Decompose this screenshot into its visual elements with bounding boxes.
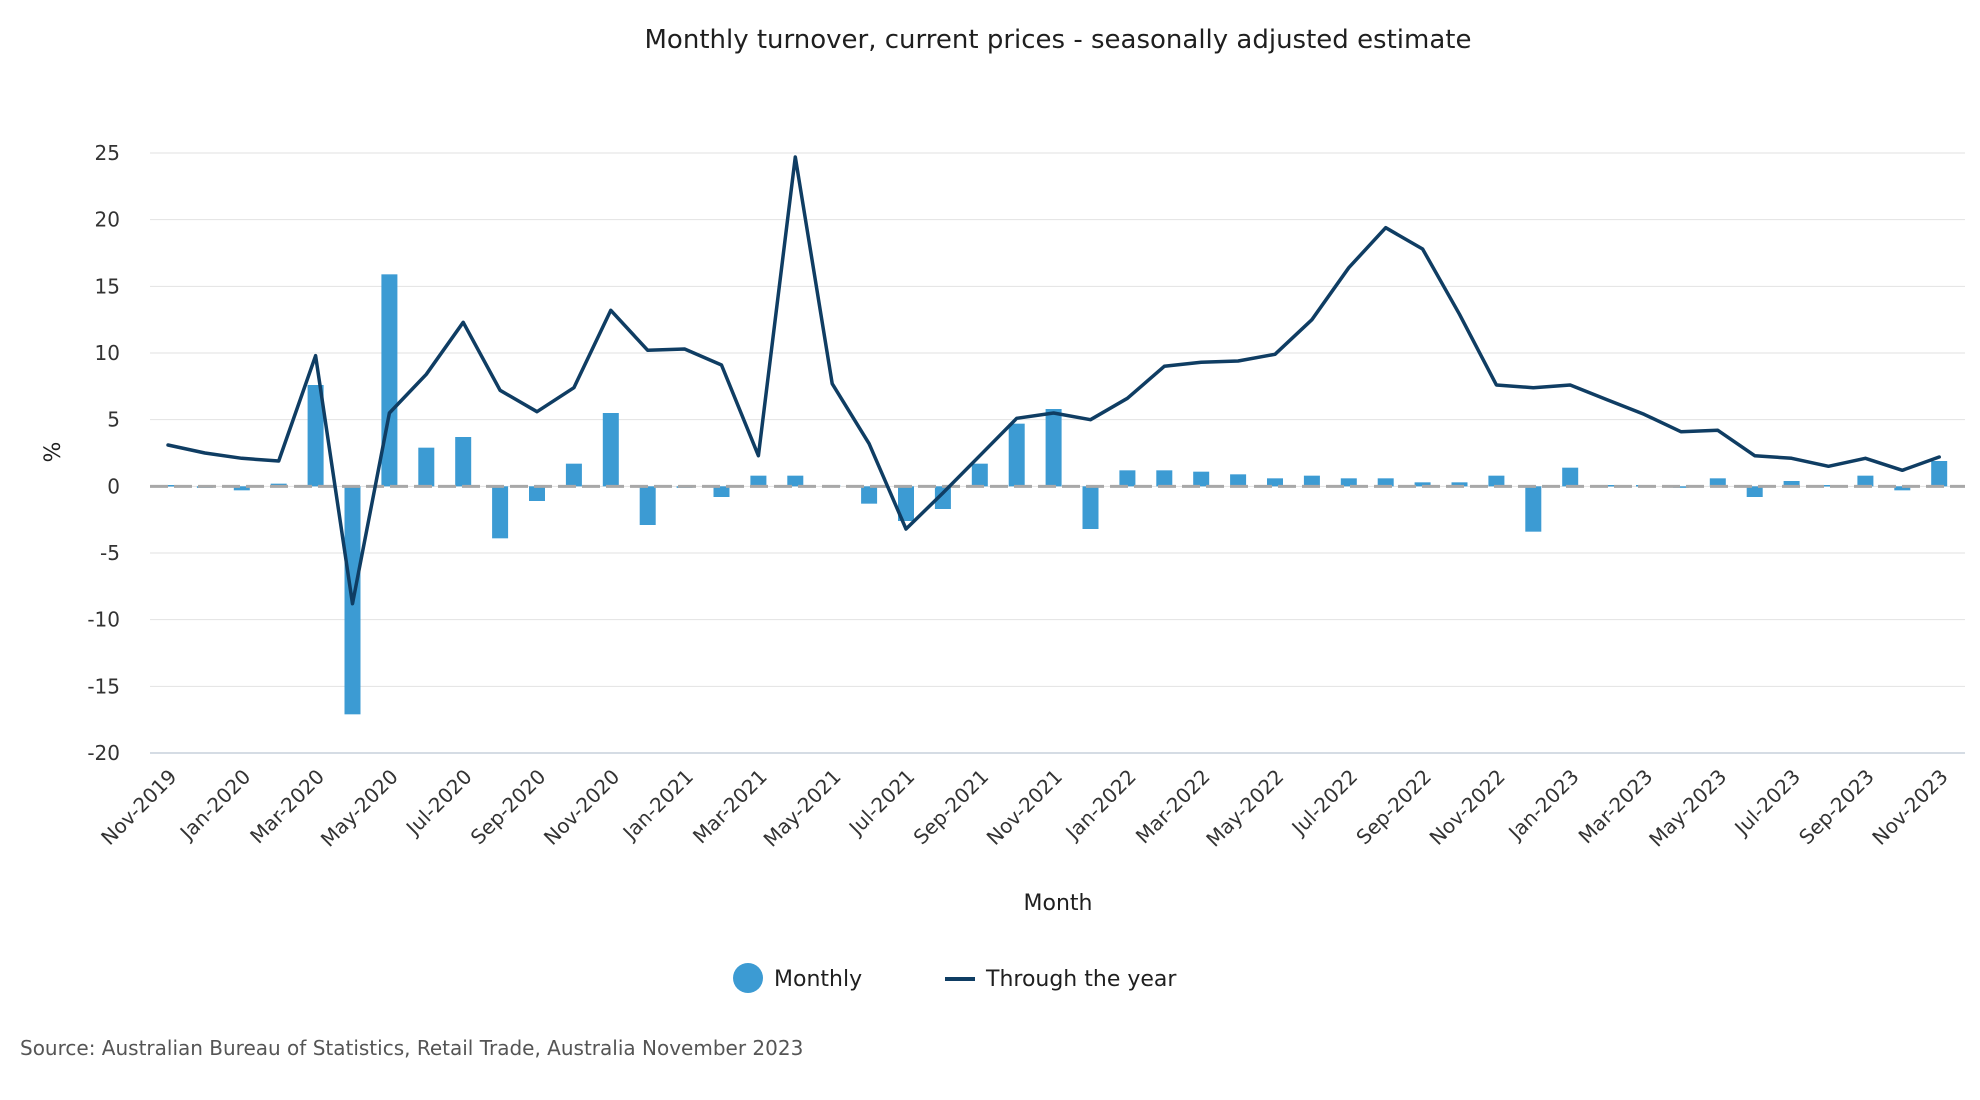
y-tick-label: 10 — [95, 341, 120, 365]
x-tick-label: Nov-2020 — [539, 764, 624, 849]
monthly-bar — [1894, 486, 1911, 491]
legend-through-the-year-label: Through the year — [985, 967, 1177, 992]
y-tick-label: 25 — [95, 141, 120, 165]
x-tick-label: May-2022 — [1201, 764, 1288, 851]
y-tick-label: -5 — [100, 541, 120, 565]
x-tick-label: Sep-2022 — [1351, 764, 1436, 849]
monthly-bar — [1377, 478, 1394, 487]
x-tick-label: Jan-2022 — [1060, 764, 1141, 845]
monthly-bar — [861, 486, 878, 504]
monthly-bar — [1193, 471, 1210, 487]
monthly-bar — [971, 463, 988, 487]
monthly-bar — [1082, 486, 1099, 529]
source-note: Source: Australian Bureau of Statistics,… — [20, 1036, 803, 1060]
legend-item-through-the-year[interactable]: Through the year — [945, 967, 1177, 992]
monthly-bar — [1340, 478, 1357, 487]
monthly-bar — [1931, 461, 1948, 487]
x-tick-label: Jul-2022 — [1286, 764, 1363, 841]
legend-item-monthly[interactable]: Monthly — [733, 963, 862, 993]
x-tick-label: Jan-2021 — [617, 764, 698, 845]
monthly-bar — [639, 486, 656, 525]
monthly-bar — [898, 486, 914, 521]
monthly-bar — [307, 385, 324, 487]
legend-monthly-swatch-icon — [733, 963, 763, 993]
y-axis-ticks: 25 20 15 10 5 0 -5 -10 -15 -20 — [87, 141, 120, 765]
x-axis-ticks: Nov-2019Jan-2020Mar-2020May-2020Jul-2020… — [96, 764, 1952, 851]
monthly-bar — [602, 413, 619, 487]
monthly-bars — [160, 274, 1948, 715]
monthly-bar — [492, 486, 509, 539]
monthly-bar — [1783, 481, 1800, 487]
legend: Monthly Through the year — [733, 963, 1177, 993]
x-tick-label: May-2023 — [1644, 764, 1731, 851]
x-axis-title: Month — [1024, 891, 1093, 916]
y-tick-label: 20 — [95, 208, 120, 232]
monthly-bar — [233, 486, 250, 491]
monthly-bar — [1709, 478, 1726, 487]
monthly-bar — [418, 447, 435, 487]
x-tick-label: Nov-2019 — [96, 764, 181, 849]
x-tick-label: Sep-2020 — [466, 764, 551, 849]
monthly-bar — [1267, 478, 1283, 487]
monthly-bar — [381, 274, 398, 487]
y-tick-label: 0 — [107, 474, 120, 498]
x-tick-label: May-2020 — [316, 764, 403, 851]
x-tick-label: Jul-2021 — [843, 764, 920, 841]
legend-monthly-label: Monthly — [774, 967, 862, 992]
x-tick-label: Jan-2023 — [1502, 764, 1583, 845]
x-tick-label: Nov-2022 — [1425, 764, 1510, 849]
monthly-bar — [1008, 423, 1025, 487]
monthly-bar — [1857, 475, 1874, 487]
monthly-bar — [750, 475, 767, 487]
monthly-bar — [1156, 470, 1173, 487]
x-tick-label: Sep-2023 — [1794, 764, 1879, 849]
y-tick-label: 15 — [95, 274, 120, 298]
x-tick-label: Sep-2021 — [909, 764, 994, 849]
monthly-bar — [934, 486, 951, 509]
monthly-bar — [1303, 475, 1320, 487]
chart-title: Monthly turnover, current prices - seaso… — [645, 25, 1472, 55]
monthly-bar — [1672, 486, 1689, 488]
monthly-bar — [529, 486, 545, 501]
monthly-bar — [1820, 485, 1837, 487]
y-tick-label: -20 — [87, 741, 120, 765]
monthly-bar — [1045, 409, 1062, 487]
through-the-year-line-group — [166, 155, 1941, 606]
x-tick-label: May-2021 — [759, 764, 846, 851]
monthly-bar — [1488, 475, 1505, 487]
monthly-bar — [565, 463, 582, 487]
monthly-bar — [455, 437, 472, 487]
monthly-bar — [1746, 486, 1763, 497]
y-tick-label: 5 — [107, 408, 120, 432]
monthly-bar — [1562, 467, 1579, 487]
monthly-bar — [1525, 486, 1542, 532]
y-axis-title: % — [41, 442, 66, 463]
x-tick-label: Nov-2023 — [1867, 764, 1952, 849]
y-tick-label: -15 — [87, 674, 120, 698]
monthly-bar — [1119, 470, 1136, 487]
monthly-bar — [713, 486, 730, 497]
monthly-bar — [1230, 474, 1247, 487]
through-the-year-line — [166, 155, 1941, 606]
x-tick-label: Jan-2020 — [174, 764, 255, 845]
x-tick-label: Nov-2021 — [982, 764, 1067, 849]
y-tick-label: -10 — [87, 608, 120, 632]
monthly-bar — [787, 475, 804, 487]
x-tick-label: Jul-2023 — [1728, 764, 1805, 841]
monthly-bar — [1414, 482, 1431, 487]
monthly-bar — [1451, 482, 1468, 487]
x-tick-label: Jul-2020 — [400, 764, 477, 841]
